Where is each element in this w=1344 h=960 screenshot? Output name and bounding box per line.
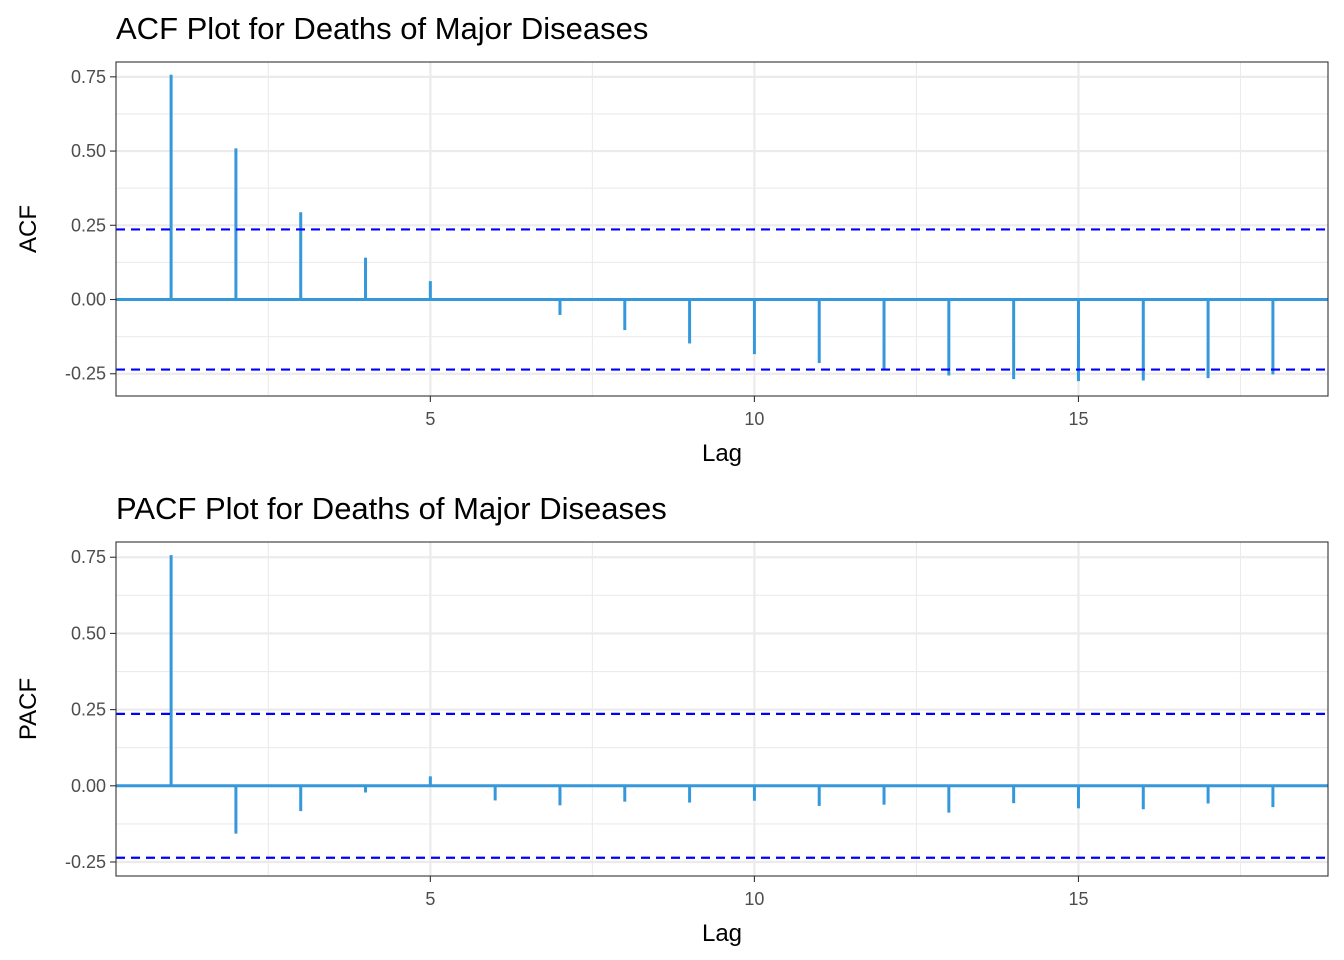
pacf-x-tick-label: 10: [744, 889, 764, 909]
acf-chart: ACF Plot for Deaths of Major Diseases -0.…: [15, 11, 1329, 467]
acf-x-tick-label: 10: [744, 409, 764, 429]
pacf-x-tick-label: 15: [1068, 889, 1088, 909]
acf-y-tick-label: 0.50: [71, 141, 106, 161]
pacf-y-tick-label: 0.75: [71, 547, 106, 567]
pacf-chart: PACF Plot for Deaths of Major Diseases -0…: [15, 491, 1329, 947]
pacf-x-tick-label: 5: [425, 889, 435, 909]
pacf-panel-border: [115, 541, 1329, 877]
pacf-y-tick-label: 0.25: [71, 700, 106, 720]
pacf-y-tick-label: 0.50: [71, 623, 106, 643]
acf-x-tick-label: 5: [425, 409, 435, 429]
pacf-title: PACF Plot for Deaths of Major Diseases: [116, 491, 667, 526]
acf-panel-border: [115, 61, 1329, 397]
pacf-x-axis-title: Lag: [702, 920, 742, 947]
acf-y-tick-label: 0.00: [71, 290, 106, 310]
pacf-y-axis-title: PACF: [15, 678, 42, 740]
acf-y-tick-label: -0.25: [65, 364, 106, 384]
acf-y-tick-label: 0.75: [71, 67, 106, 87]
pacf-grid: [116, 542, 1328, 876]
pacf-y-tick-label: 0.00: [71, 776, 106, 796]
acf-title: ACF Plot for Deaths of Major Diseases: [116, 11, 648, 46]
acf-y-axis-title: ACF: [15, 205, 42, 253]
pacf-y-tick-label: -0.25: [65, 852, 106, 872]
acf-x-axis-title: Lag: [702, 440, 742, 467]
acf-x-tick-label: 15: [1068, 409, 1088, 429]
acf-grid: [116, 62, 1328, 396]
acf-y-tick-label: 0.25: [71, 215, 106, 235]
